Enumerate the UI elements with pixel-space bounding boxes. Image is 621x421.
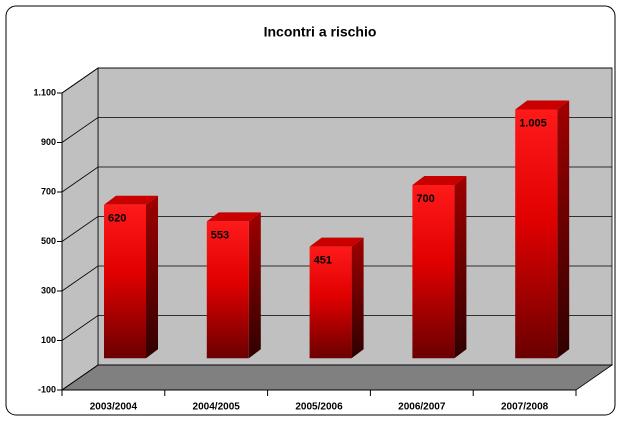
y-tick-label: 300 bbox=[41, 285, 56, 295]
x-tick-label: 2005/2006 bbox=[295, 402, 343, 413]
bar-top bbox=[309, 237, 364, 247]
bar bbox=[104, 204, 146, 359]
grid-line bbox=[61, 67, 612, 94]
data-label: 1.005 bbox=[519, 117, 547, 129]
chart-title: Incontri a rischio bbox=[264, 24, 377, 40]
bar-side bbox=[248, 212, 261, 359]
x-tick-label: 2007/2008 bbox=[501, 402, 549, 413]
data-label: 700 bbox=[416, 193, 434, 205]
bar-side bbox=[557, 100, 570, 359]
bar bbox=[515, 109, 558, 359]
bar-top bbox=[515, 100, 570, 110]
bar-top bbox=[412, 176, 467, 185]
bar bbox=[309, 246, 352, 359]
y-tick-label: -100 bbox=[38, 384, 56, 394]
bar bbox=[412, 185, 455, 359]
data-label: 620 bbox=[108, 213, 126, 225]
grid-line bbox=[61, 117, 612, 143]
bar-top bbox=[104, 195, 158, 205]
y-tick-label: 700 bbox=[41, 186, 56, 196]
grid-line bbox=[61, 364, 612, 391]
x-tick-label: 2004/2005 bbox=[193, 402, 241, 413]
data-label: 553 bbox=[211, 229, 229, 241]
bar bbox=[206, 221, 249, 359]
y-tick-label: 100 bbox=[41, 335, 56, 345]
x-tick-label: 2003/2004 bbox=[90, 402, 138, 413]
bar-side bbox=[351, 237, 364, 359]
bar-side bbox=[146, 195, 158, 359]
y-tick-label: 900 bbox=[41, 137, 56, 147]
grid-line bbox=[61, 166, 612, 193]
data-label: 451 bbox=[314, 255, 332, 267]
y-tick-label: 1.100 bbox=[33, 87, 56, 97]
y-tick-label: 500 bbox=[41, 236, 56, 246]
bar-top bbox=[206, 212, 261, 222]
bar-side bbox=[454, 176, 467, 359]
x-tick-label: 2006/2007 bbox=[398, 402, 446, 413]
floor bbox=[60, 364, 614, 391]
